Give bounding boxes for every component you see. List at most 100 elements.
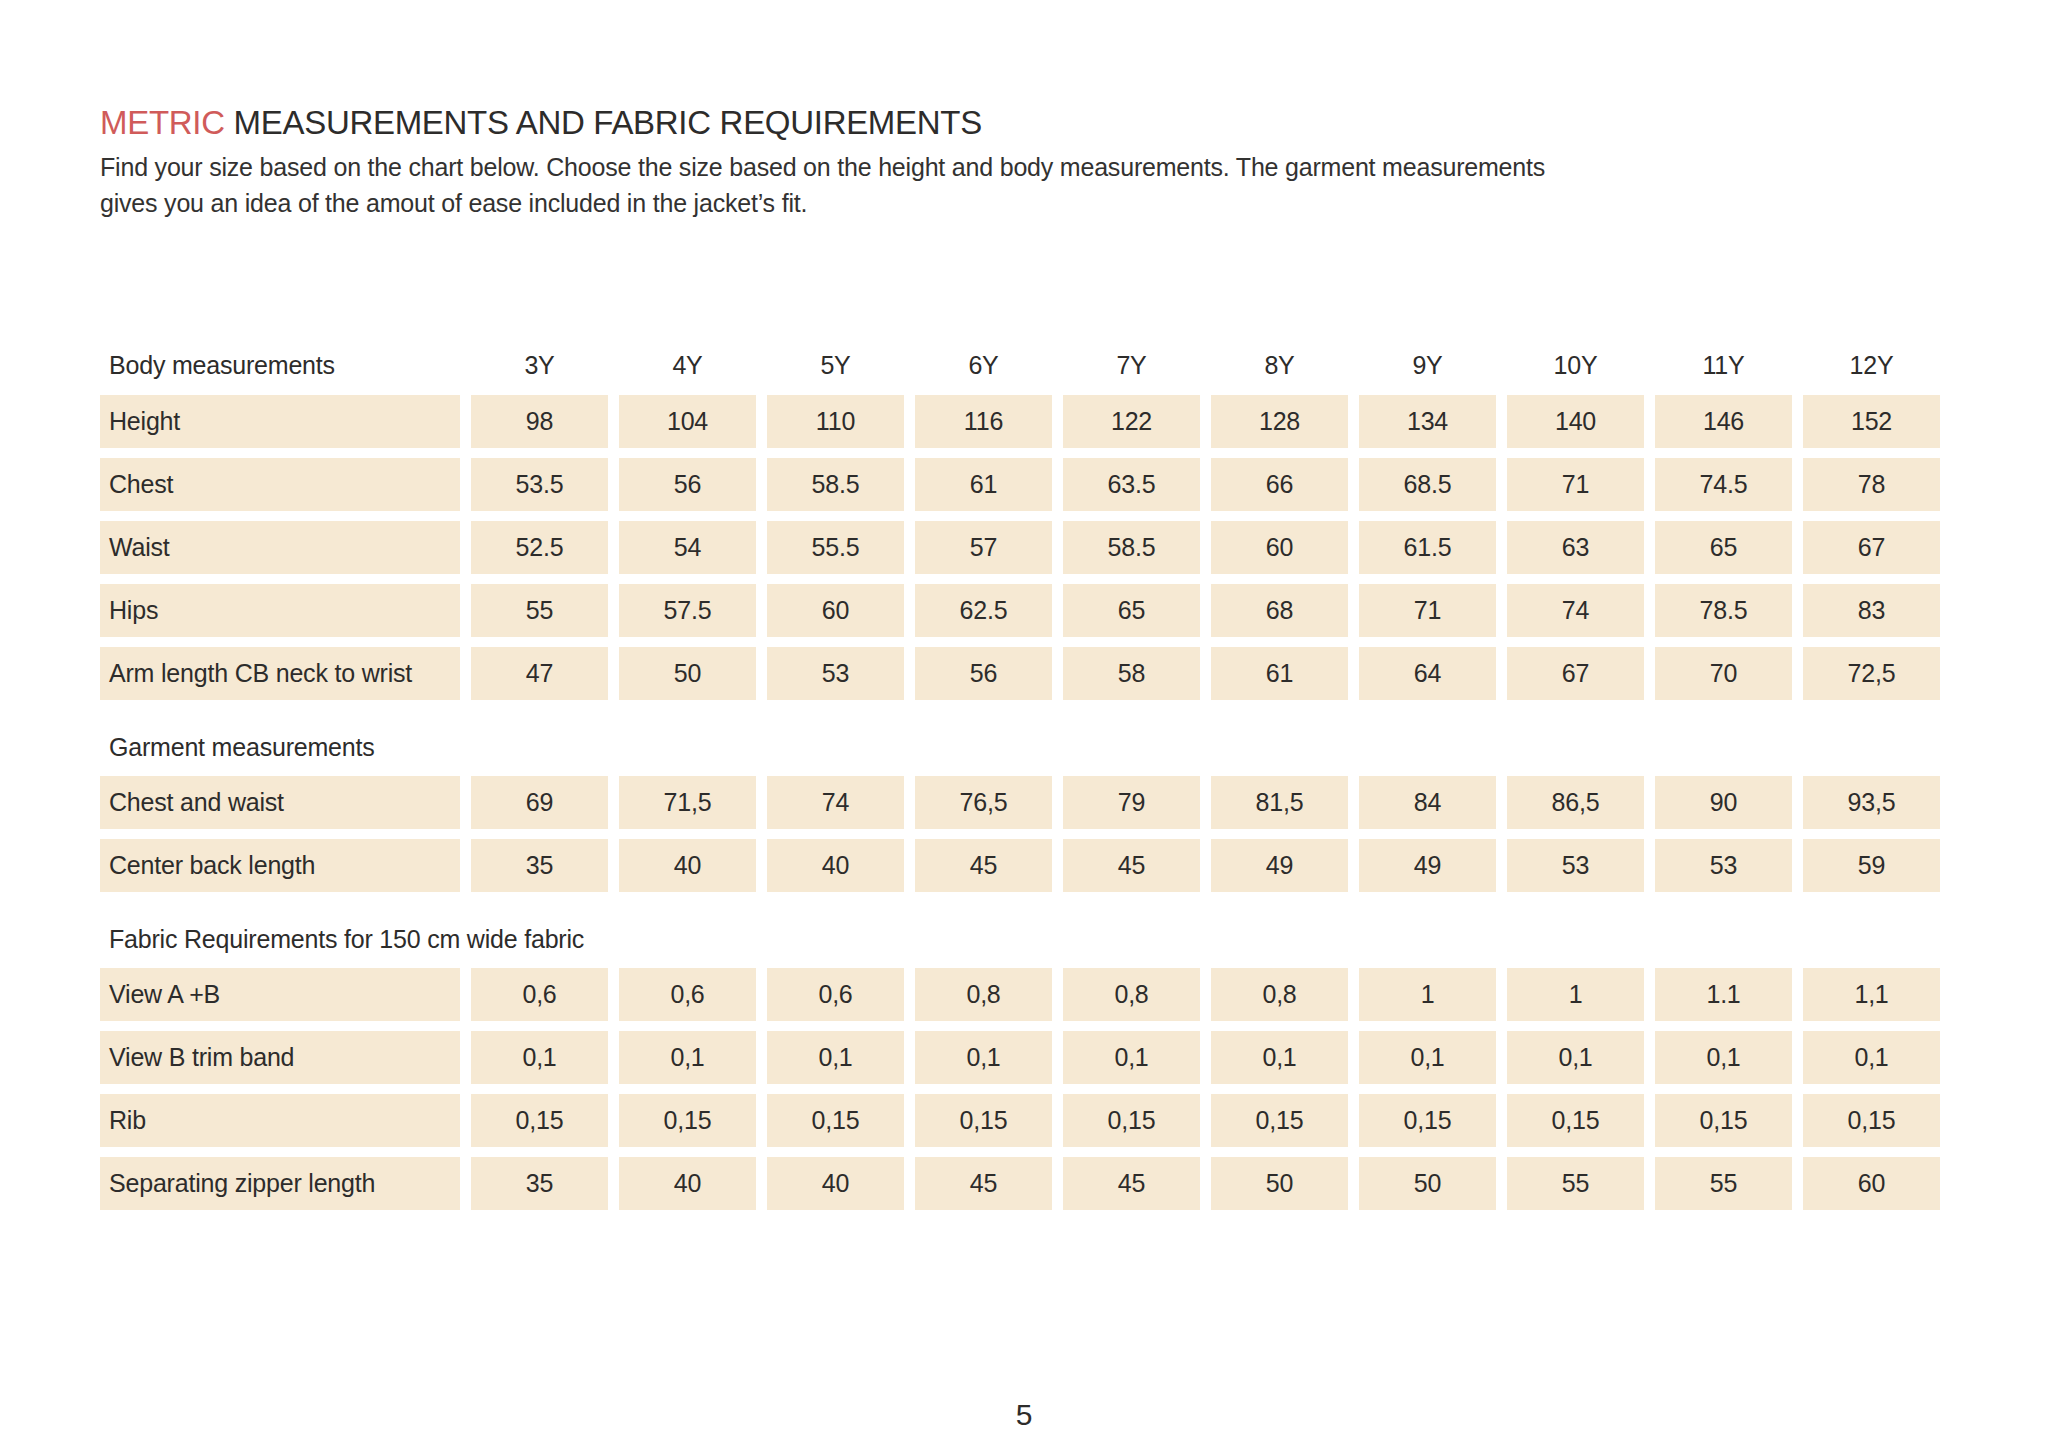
value-cell: 122: [1063, 395, 1200, 448]
value-cell: 0,1: [915, 1031, 1052, 1084]
value-cell: 0,1: [1211, 1031, 1348, 1084]
table-row: View A +B0,60,60,60,80,80,8111.11,1: [100, 968, 1940, 1021]
value-cell: 53.5: [471, 458, 608, 511]
value-cell: 0,8: [915, 968, 1052, 1021]
value-cell: 140: [1507, 395, 1644, 448]
page-intro-line-2: gives you an idea of the amout of ease i…: [100, 185, 1944, 221]
page-intro-text: Find your size based on the chart below.…: [100, 149, 1944, 221]
value-cell: 35: [471, 839, 608, 892]
row-label: Hips: [100, 584, 460, 637]
value-cell: 53: [1655, 839, 1792, 892]
table-row: Arm length CB neck to wrist4750535658616…: [100, 647, 1940, 700]
value-cell: 59: [1803, 839, 1940, 892]
value-cell: 86,5: [1507, 776, 1644, 829]
table-row: Hips5557.56062.56568717478.583: [100, 584, 1940, 637]
table-row: View B trim band0,10,10,10,10,10,10,10,1…: [100, 1031, 1940, 1084]
value-cell: 79: [1063, 776, 1200, 829]
row-label: Height: [100, 395, 460, 448]
value-cell: 60: [1803, 1157, 1940, 1210]
size-column-header: 4Y: [619, 341, 756, 389]
value-cell: 1: [1507, 968, 1644, 1021]
value-cell: 62.5: [915, 584, 1052, 637]
value-cell: 146: [1655, 395, 1792, 448]
value-cell: 61.5: [1359, 521, 1496, 574]
value-cell: 0,8: [1063, 968, 1200, 1021]
row-label: Chest: [100, 458, 460, 511]
value-cell: 0,15: [1803, 1094, 1940, 1147]
value-cell: 55: [1507, 1157, 1644, 1210]
value-cell: 56: [619, 458, 756, 511]
value-cell: 0,15: [1655, 1094, 1792, 1147]
value-cell: 45: [915, 839, 1052, 892]
value-cell: 47: [471, 647, 608, 700]
value-cell: 0,15: [915, 1094, 1052, 1147]
value-cell: 40: [619, 1157, 756, 1210]
table-row: Chest53.55658.56163.56668.57174.578: [100, 458, 1940, 511]
value-cell: 0,15: [471, 1094, 608, 1147]
value-cell: 0,1: [1655, 1031, 1792, 1084]
value-cell: 134: [1359, 395, 1496, 448]
value-cell: 67: [1507, 647, 1644, 700]
value-cell: 78.5: [1655, 584, 1792, 637]
value-cell: 63: [1507, 521, 1644, 574]
row-label: Rib: [100, 1094, 460, 1147]
row-label: Center back length: [100, 839, 460, 892]
value-cell: 128: [1211, 395, 1348, 448]
value-cell: 110: [767, 395, 904, 448]
row-label: Waist: [100, 521, 460, 574]
document-page: METRIC MEASUREMENTS AND FABRIC REQUIREME…: [0, 0, 2048, 1210]
value-cell: 45: [915, 1157, 1052, 1210]
value-cell: 81,5: [1211, 776, 1348, 829]
page-number: 5: [0, 1398, 2048, 1432]
value-cell: 49: [1359, 839, 1496, 892]
measurement-table: Body measurements3Y4Y5Y6Y7Y8Y9Y10Y11Y12Y…: [100, 341, 1940, 1210]
value-cell: 1.1: [1655, 968, 1792, 1021]
value-cell: 0,6: [767, 968, 904, 1021]
table-row: Separating zipper length3540404545505055…: [100, 1157, 1940, 1210]
value-cell: 0,15: [619, 1094, 756, 1147]
value-cell: 0,1: [1063, 1031, 1200, 1084]
value-cell: 55: [471, 584, 608, 637]
value-cell: 1: [1359, 968, 1496, 1021]
value-cell: 0,15: [1063, 1094, 1200, 1147]
value-cell: 49: [1211, 839, 1348, 892]
value-cell: 50: [1211, 1157, 1348, 1210]
row-label: View A +B: [100, 968, 460, 1021]
value-cell: 45: [1063, 1157, 1200, 1210]
value-cell: 60: [1211, 521, 1348, 574]
value-cell: 68: [1211, 584, 1348, 637]
value-cell: 57: [915, 521, 1052, 574]
value-cell: 0,1: [1507, 1031, 1644, 1084]
size-column-header: 10Y: [1507, 341, 1644, 389]
value-cell: 52.5: [471, 521, 608, 574]
row-label: Arm length CB neck to wrist: [100, 647, 460, 700]
value-cell: 90: [1655, 776, 1792, 829]
value-cell: 65: [1655, 521, 1792, 574]
value-cell: 0,15: [1211, 1094, 1348, 1147]
value-cell: 116: [915, 395, 1052, 448]
value-cell: 54: [619, 521, 756, 574]
value-cell: 0,1: [767, 1031, 904, 1084]
value-cell: 70: [1655, 647, 1792, 700]
value-cell: 71,5: [619, 776, 756, 829]
value-cell: 63.5: [1063, 458, 1200, 511]
table-row: Rib0,150,150,150,150,150,150,150,150,150…: [100, 1094, 1940, 1147]
value-cell: 0,15: [1359, 1094, 1496, 1147]
table-row: Center back length35404045454949535359: [100, 839, 1940, 892]
value-cell: 1,1: [1803, 968, 1940, 1021]
size-column-header: 5Y: [767, 341, 904, 389]
value-cell: 45: [1063, 839, 1200, 892]
value-cell: 61: [1211, 647, 1348, 700]
value-cell: 67: [1803, 521, 1940, 574]
size-column-header: 3Y: [471, 341, 608, 389]
value-cell: 35: [471, 1157, 608, 1210]
size-column-header: 7Y: [1063, 341, 1200, 389]
value-cell: 66: [1211, 458, 1348, 511]
value-cell: 58: [1063, 647, 1200, 700]
value-cell: 72,5: [1803, 647, 1940, 700]
table-section-header: Fabric Requirements for 150 cm wide fabr…: [100, 924, 1940, 954]
value-cell: 68.5: [1359, 458, 1496, 511]
value-cell: 74: [767, 776, 904, 829]
value-cell: 0,1: [619, 1031, 756, 1084]
value-cell: 61: [915, 458, 1052, 511]
